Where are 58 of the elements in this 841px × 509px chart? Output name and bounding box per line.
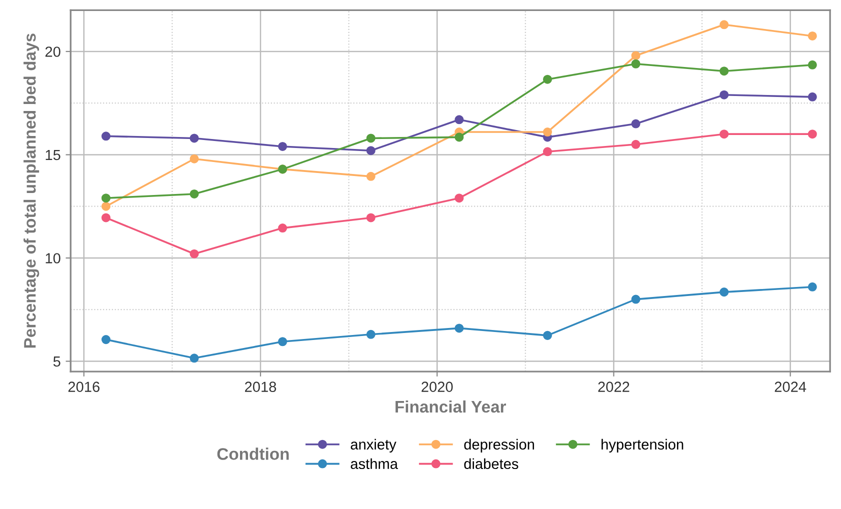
point	[190, 249, 199, 258]
y-tick-label: 15	[46, 150, 60, 160]
y-tick-label: 10	[46, 253, 60, 264]
point	[631, 119, 640, 128]
point	[542, 330, 552, 340]
point	[454, 324, 464, 333]
point	[366, 330, 376, 339]
legend-label: hypertension	[602, 438, 684, 452]
point	[720, 90, 729, 100]
x-tick-label: 2024	[774, 382, 806, 392]
point	[190, 189, 199, 198]
point	[631, 140, 640, 149]
point	[808, 92, 817, 102]
x-tick-label: 2020	[422, 382, 453, 392]
point	[808, 31, 817, 41]
y-axis-title: Percentage of total unplanned bed days	[24, 34, 40, 348]
point	[190, 154, 199, 164]
point	[454, 115, 464, 124]
point	[631, 294, 640, 304]
point	[278, 337, 288, 346]
point	[631, 51, 640, 60]
legend-label: diabetes	[464, 458, 518, 470]
point	[454, 194, 464, 203]
point	[101, 335, 110, 344]
point	[101, 202, 110, 211]
x-axis-title: Financial Year	[396, 400, 506, 413]
y-tick-label: 20	[45, 46, 60, 57]
point	[101, 213, 110, 222]
legend-label: asthma	[350, 458, 398, 470]
point	[366, 146, 376, 156]
point	[278, 224, 288, 233]
point	[190, 134, 199, 143]
point	[720, 66, 729, 76]
point	[720, 20, 729, 30]
point	[542, 147, 552, 156]
point	[278, 142, 288, 151]
point	[366, 134, 376, 143]
point	[808, 282, 817, 292]
point	[808, 130, 817, 139]
point	[720, 288, 729, 297]
point	[101, 194, 110, 203]
y-tick-label: 5	[53, 356, 60, 367]
point	[101, 132, 110, 141]
x-tick-label: 2018	[245, 382, 276, 392]
legend-label: depression	[464, 438, 534, 452]
point	[808, 60, 817, 70]
point	[542, 128, 552, 137]
legend-label: anxiety	[350, 438, 396, 452]
point	[720, 130, 729, 139]
x-tick-label: 2022	[598, 382, 630, 392]
point	[631, 59, 640, 68]
point	[190, 354, 199, 363]
point	[366, 172, 376, 181]
legend-title: Condtion	[217, 448, 289, 460]
point	[454, 132, 464, 142]
point	[366, 213, 376, 222]
point	[542, 74, 552, 84]
x-tick-label: 2016	[68, 382, 100, 392]
